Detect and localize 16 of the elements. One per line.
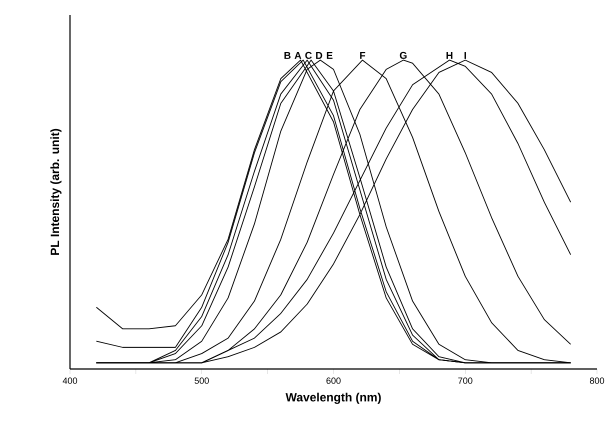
x-tick-label: 800 [590, 378, 604, 384]
series-label: D [316, 52, 322, 59]
x-axis-title: Wavelength (nm) [286, 392, 381, 404]
x-tick-label: 600 [326, 378, 341, 384]
y-axis-title: PL Intensity (arb. unit) [50, 128, 62, 255]
x-tick-label: 400 [62, 378, 78, 384]
series-label: F [360, 52, 366, 59]
series-label: I [464, 52, 466, 59]
series-label: E [326, 52, 332, 59]
x-tick-label: 700 [458, 378, 472, 384]
series-label: G [400, 52, 407, 59]
series-label: C [305, 52, 312, 59]
series-label: A [294, 52, 302, 59]
series-label: B [284, 52, 291, 59]
series-label: H [446, 52, 452, 59]
x-tick-label: 500 [194, 378, 209, 384]
